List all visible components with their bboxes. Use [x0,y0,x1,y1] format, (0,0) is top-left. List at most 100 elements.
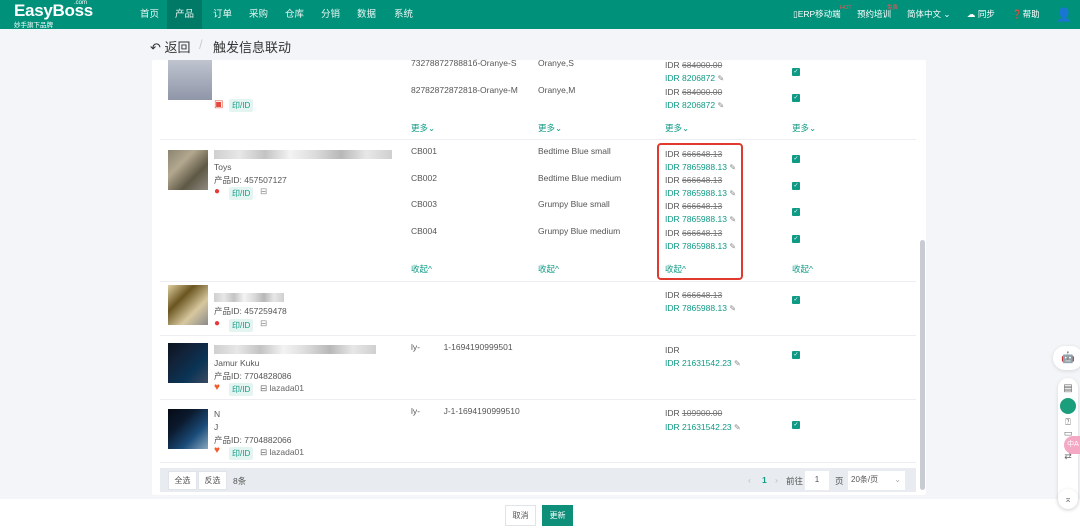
site-tag: 印/ID [229,187,254,200]
shop-platform-icon: ● [214,318,221,329]
product-image [168,343,208,383]
checkbox-checked[interactable]: ✓ [792,296,800,304]
old-price: IDR 666648.13 [665,175,723,185]
edit-icon[interactable]: ✎ [734,423,741,432]
document-icon[interactable]: ▤ [1063,383,1073,394]
exchange-icon[interactable]: ⇄ [1064,451,1072,461]
logo-subtitle: 妙手旗下品牌 [14,22,53,29]
chat-icon[interactable]: ▭ [1063,428,1073,438]
row-divider [160,335,916,336]
old-price: IDR 666648.13 [665,228,723,238]
product-name-blurred [214,293,284,302]
page-size-select[interactable]: 20条/页 ⌄ [848,471,905,490]
shop-platform-icon: ● [214,186,221,197]
edit-icon[interactable]: ✎ [717,101,725,110]
edit-icon[interactable]: ✎ [729,242,737,251]
checkbox-checked[interactable]: ✓ [792,182,800,190]
variant: Bedtime Blue small [538,146,611,156]
checkbox-checked[interactable]: ✓ [792,155,800,163]
new-price: IDR 7865988.13 ✎ [665,162,737,172]
edit-icon[interactable]: ✎ [729,215,737,224]
collapse-link[interactable]: 收起^ [792,264,814,274]
new-price: IDR 21631542.23 ✎ [665,358,741,368]
shop-name: ⊟ lazada01 [260,383,305,393]
sku: 7327887278881б-Oranye-S [411,58,517,68]
new-price: IDR 7865988.13 ✎ [665,241,737,251]
language-select[interactable]: 简体中文 ⌄ [907,9,951,19]
sku: 82782872872818-Oranye-M [411,85,518,95]
more-link[interactable]: 更多⌄ [411,123,436,133]
old-price: IDR 666648.13 [665,201,723,211]
sync-button[interactable]: ☁ 同步 [967,9,995,19]
more-link[interactable]: 更多⌄ [538,123,563,133]
edit-icon[interactable]: ✎ [717,74,725,83]
product-image [168,60,212,100]
product-name: N [214,409,221,419]
nav-distribution[interactable]: 分销 [321,9,341,20]
checkbox-checked[interactable]: ✓ [792,351,800,359]
sku: ly- 1-1694190999501 [411,342,513,352]
cloud-icon: ☁ [967,9,976,19]
page-number[interactable]: 1 [762,475,767,485]
logo[interactable]: EasyBoss [14,1,93,20]
more-link[interactable]: 更多⌄ [792,123,817,133]
cancel-button[interactable]: 取消 [505,505,536,526]
new-price: IDR 8206872 ✎ [665,73,725,83]
invert-selection-button[interactable]: 反选 [198,471,227,490]
nav-purchase[interactable]: 采购 [249,9,269,20]
checkbox-checked[interactable]: ✓ [792,68,800,76]
product-id: 产品ID: 7704828086 [214,371,292,381]
back-to-top-icon[interactable]: ⌅ [1058,489,1078,509]
prev-page-icon[interactable]: ‹ [748,475,751,485]
mobile-erp-link[interactable]: ▯ERP移动端 [793,9,841,19]
nav-products[interactable]: 产品 [167,0,203,29]
edit-icon[interactable]: ✎ [729,163,737,172]
sku: ly- J-1-1694190999510 [411,406,520,416]
product-id: 产品ID: 457507127 [214,175,287,185]
collapse-link[interactable]: 收起^ [538,264,560,274]
nav-warehouse[interactable]: 仓库 [285,9,305,20]
nav-orders[interactable]: 订单 [213,9,233,20]
logo-com: .com [74,0,88,6]
old-price: IDR 666648.13 [665,290,723,300]
next-page-icon[interactable]: › [775,475,778,485]
product-id: 产品ID: 457259478 [214,306,287,316]
support-avatar[interactable] [1060,398,1076,414]
collapse-link[interactable]: 收起^ [665,264,687,274]
back-icon: ↶ [150,40,161,55]
row-divider [160,281,916,282]
help-doc-icon[interactable]: ⍰ [1065,417,1071,427]
edit-icon[interactable]: ✎ [734,359,741,368]
new-price: IDR 7865988.13 ✎ [665,303,737,313]
product-name-blurred [214,150,392,159]
back-button[interactable]: ↶ 返回 [150,40,191,55]
goto-page-input[interactable]: 1 [805,471,829,490]
edit-icon[interactable]: ✎ [729,189,737,198]
help-button[interactable]: ❓帮助 [1012,9,1040,19]
scrollbar[interactable] [920,240,925,490]
nav-home[interactable]: 首页 [140,9,160,20]
translate-icon[interactable]: 中A [1064,436,1080,454]
sku: CB002 [411,173,437,183]
checkbox-checked[interactable]: ✓ [792,208,800,216]
nav-system[interactable]: 系统 [394,9,414,20]
edit-icon[interactable]: ✎ [729,304,737,313]
top-nav: EasyBoss .com 妙手旗下品牌 首页 产品 订单 采购 仓库 分销 数… [0,0,1080,29]
assistant-robot-icon[interactable]: 🤖 [1053,346,1080,370]
more-link[interactable]: 更多⌄ [665,123,690,133]
variant: Grumpy Blue small [538,199,610,209]
update-button[interactable]: 更新 [542,505,573,526]
breadcrumb-separator: / [199,37,203,52]
product-id: 产品ID: 7704882066 [214,435,292,445]
training-link[interactable]: 预约培训 [857,9,892,19]
product-name: Jamur Kuku [214,358,260,368]
new-price: IDR 21631542.23 ✎ [665,422,741,432]
user-avatar-icon[interactable]: 👤 [1056,7,1073,22]
select-all-button[interactable]: 全选 [168,471,197,490]
total-count: 8条 [233,476,247,486]
checkbox-checked[interactable]: ✓ [792,94,800,102]
checkbox-checked[interactable]: ✓ [792,421,800,429]
collapse-link[interactable]: 收起^ [411,264,433,274]
nav-data[interactable]: 数据 [357,9,377,20]
checkbox-checked[interactable]: ✓ [792,235,800,243]
